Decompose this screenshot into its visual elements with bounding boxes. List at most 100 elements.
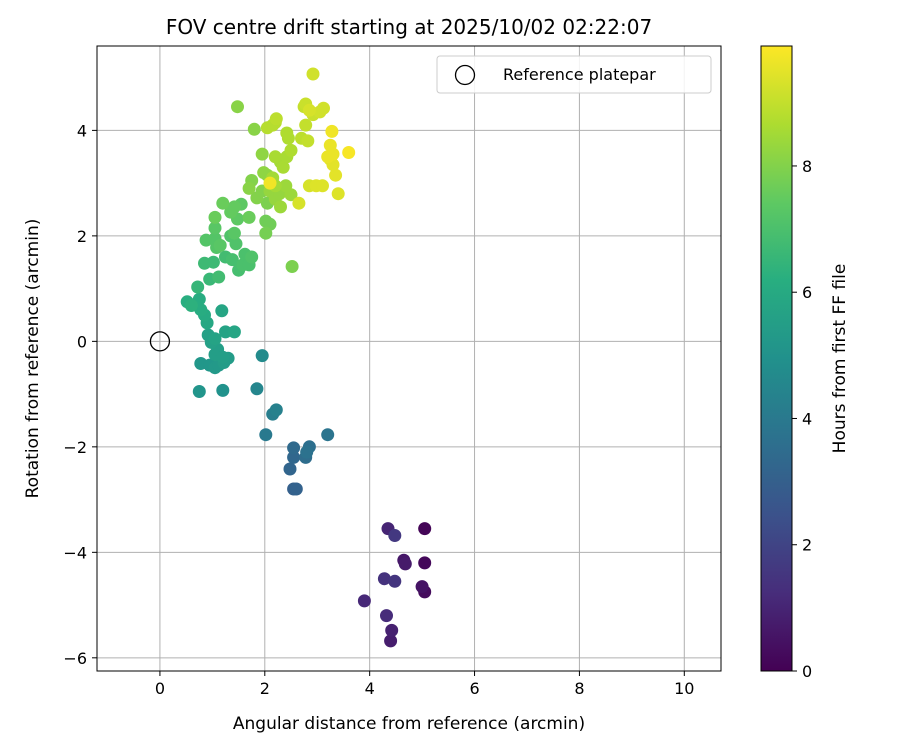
data-point — [208, 332, 222, 346]
colorbar: 0 2 4 6 8 Hours from first FF file — [760, 45, 850, 681]
data-point — [377, 572, 391, 586]
data-point — [418, 522, 432, 536]
data-point — [259, 226, 273, 240]
data-point — [385, 623, 399, 637]
data-point — [287, 441, 301, 455]
data-point — [321, 428, 335, 442]
data-point — [245, 250, 259, 264]
data-point — [302, 103, 316, 117]
data-point — [388, 529, 402, 542]
data-point — [384, 634, 398, 648]
data-point — [231, 100, 244, 114]
data-point — [213, 238, 227, 252]
data-point — [206, 255, 220, 269]
x-tick-label: 2 — [260, 679, 270, 698]
x-tick-label: 0 — [155, 679, 165, 698]
data-point — [269, 112, 283, 126]
data-point — [280, 126, 294, 140]
y-tick-label: 2 — [77, 227, 87, 246]
data-point — [357, 594, 371, 608]
chart-title: FOV centre drift starting at 2025/10/02 … — [166, 15, 652, 39]
data-point — [292, 196, 306, 210]
data-point — [259, 428, 273, 442]
data-point — [289, 482, 303, 496]
data-point — [268, 150, 282, 164]
data-point — [192, 385, 206, 398]
legend-marker-icon — [454, 64, 476, 86]
data-point — [219, 325, 232, 339]
data-points — [180, 67, 432, 648]
data-point — [380, 609, 393, 623]
colorbar-gradient — [760, 45, 793, 672]
y-axis-label: Rotation from reference (arcmin) — [23, 219, 43, 499]
data-point — [284, 188, 298, 202]
data-point — [317, 101, 330, 115]
x-tick-label: 6 — [469, 679, 479, 698]
data-point — [227, 200, 241, 214]
axes: 0 2 4 6 8 10 −6 −4 −2 0 2 4 — [63, 121, 694, 698]
colorbar-tick-label: 8 — [802, 157, 812, 176]
x-tick-label: 4 — [365, 679, 375, 698]
data-point — [306, 67, 320, 81]
colorbar-tick-label: 2 — [802, 536, 812, 555]
data-point — [342, 146, 356, 159]
data-point — [242, 181, 256, 195]
data-point — [300, 445, 314, 459]
grid — [97, 46, 721, 671]
data-point — [285, 260, 299, 273]
legend-label: Reference platepar — [503, 65, 656, 84]
data-point — [216, 196, 230, 210]
data-point — [316, 179, 329, 193]
data-point — [255, 349, 269, 363]
data-point — [283, 462, 297, 476]
legend-box — [436, 55, 712, 94]
data-point — [208, 210, 222, 224]
colorbar-tick-label: 0 — [802, 662, 812, 681]
legend: Reference platepar — [436, 55, 712, 94]
data-point — [184, 299, 198, 312]
y-tick-label: −6 — [63, 649, 87, 668]
data-point — [287, 450, 301, 464]
data-point — [418, 556, 432, 570]
data-point — [388, 574, 402, 588]
data-point — [301, 134, 315, 148]
data-point — [242, 210, 256, 224]
data-point — [227, 226, 241, 240]
data-point — [250, 382, 264, 396]
data-point — [329, 168, 343, 182]
data-point — [208, 221, 222, 235]
colorbar-tick-label: 4 — [802, 409, 812, 428]
data-point — [269, 403, 283, 417]
data-point — [415, 580, 429, 594]
y-tick-label: 0 — [77, 332, 87, 351]
data-point — [212, 270, 226, 284]
data-point — [331, 187, 345, 201]
data-point — [191, 280, 205, 294]
x-tick-label: 8 — [574, 679, 584, 698]
data-point — [227, 325, 241, 339]
y-tick-label: −2 — [63, 438, 87, 457]
colorbar-label: Hours from first FF file — [830, 264, 850, 454]
data-point — [276, 160, 290, 174]
reference-platepar-marker — [149, 331, 171, 352]
x-tick-label: 10 — [674, 679, 694, 698]
data-point — [398, 557, 412, 571]
data-point — [274, 200, 287, 214]
x-axis-label: Angular distance from reference (arcmin) — [233, 714, 585, 734]
data-point — [215, 304, 229, 318]
y-tick-label: 4 — [77, 121, 87, 140]
y-tick-label: −4 — [63, 543, 87, 562]
data-point — [216, 383, 230, 397]
colorbar-ticks: 0 2 4 6 8 — [792, 157, 812, 681]
colorbar-tick-label: 6 — [802, 283, 812, 302]
data-point — [216, 350, 230, 364]
data-point — [255, 147, 269, 161]
data-point — [325, 124, 339, 138]
data-point — [284, 143, 298, 157]
data-point — [263, 176, 277, 190]
data-point — [247, 122, 261, 136]
plot-frame — [96, 45, 722, 672]
data-point — [323, 138, 337, 152]
data-point — [299, 118, 313, 132]
